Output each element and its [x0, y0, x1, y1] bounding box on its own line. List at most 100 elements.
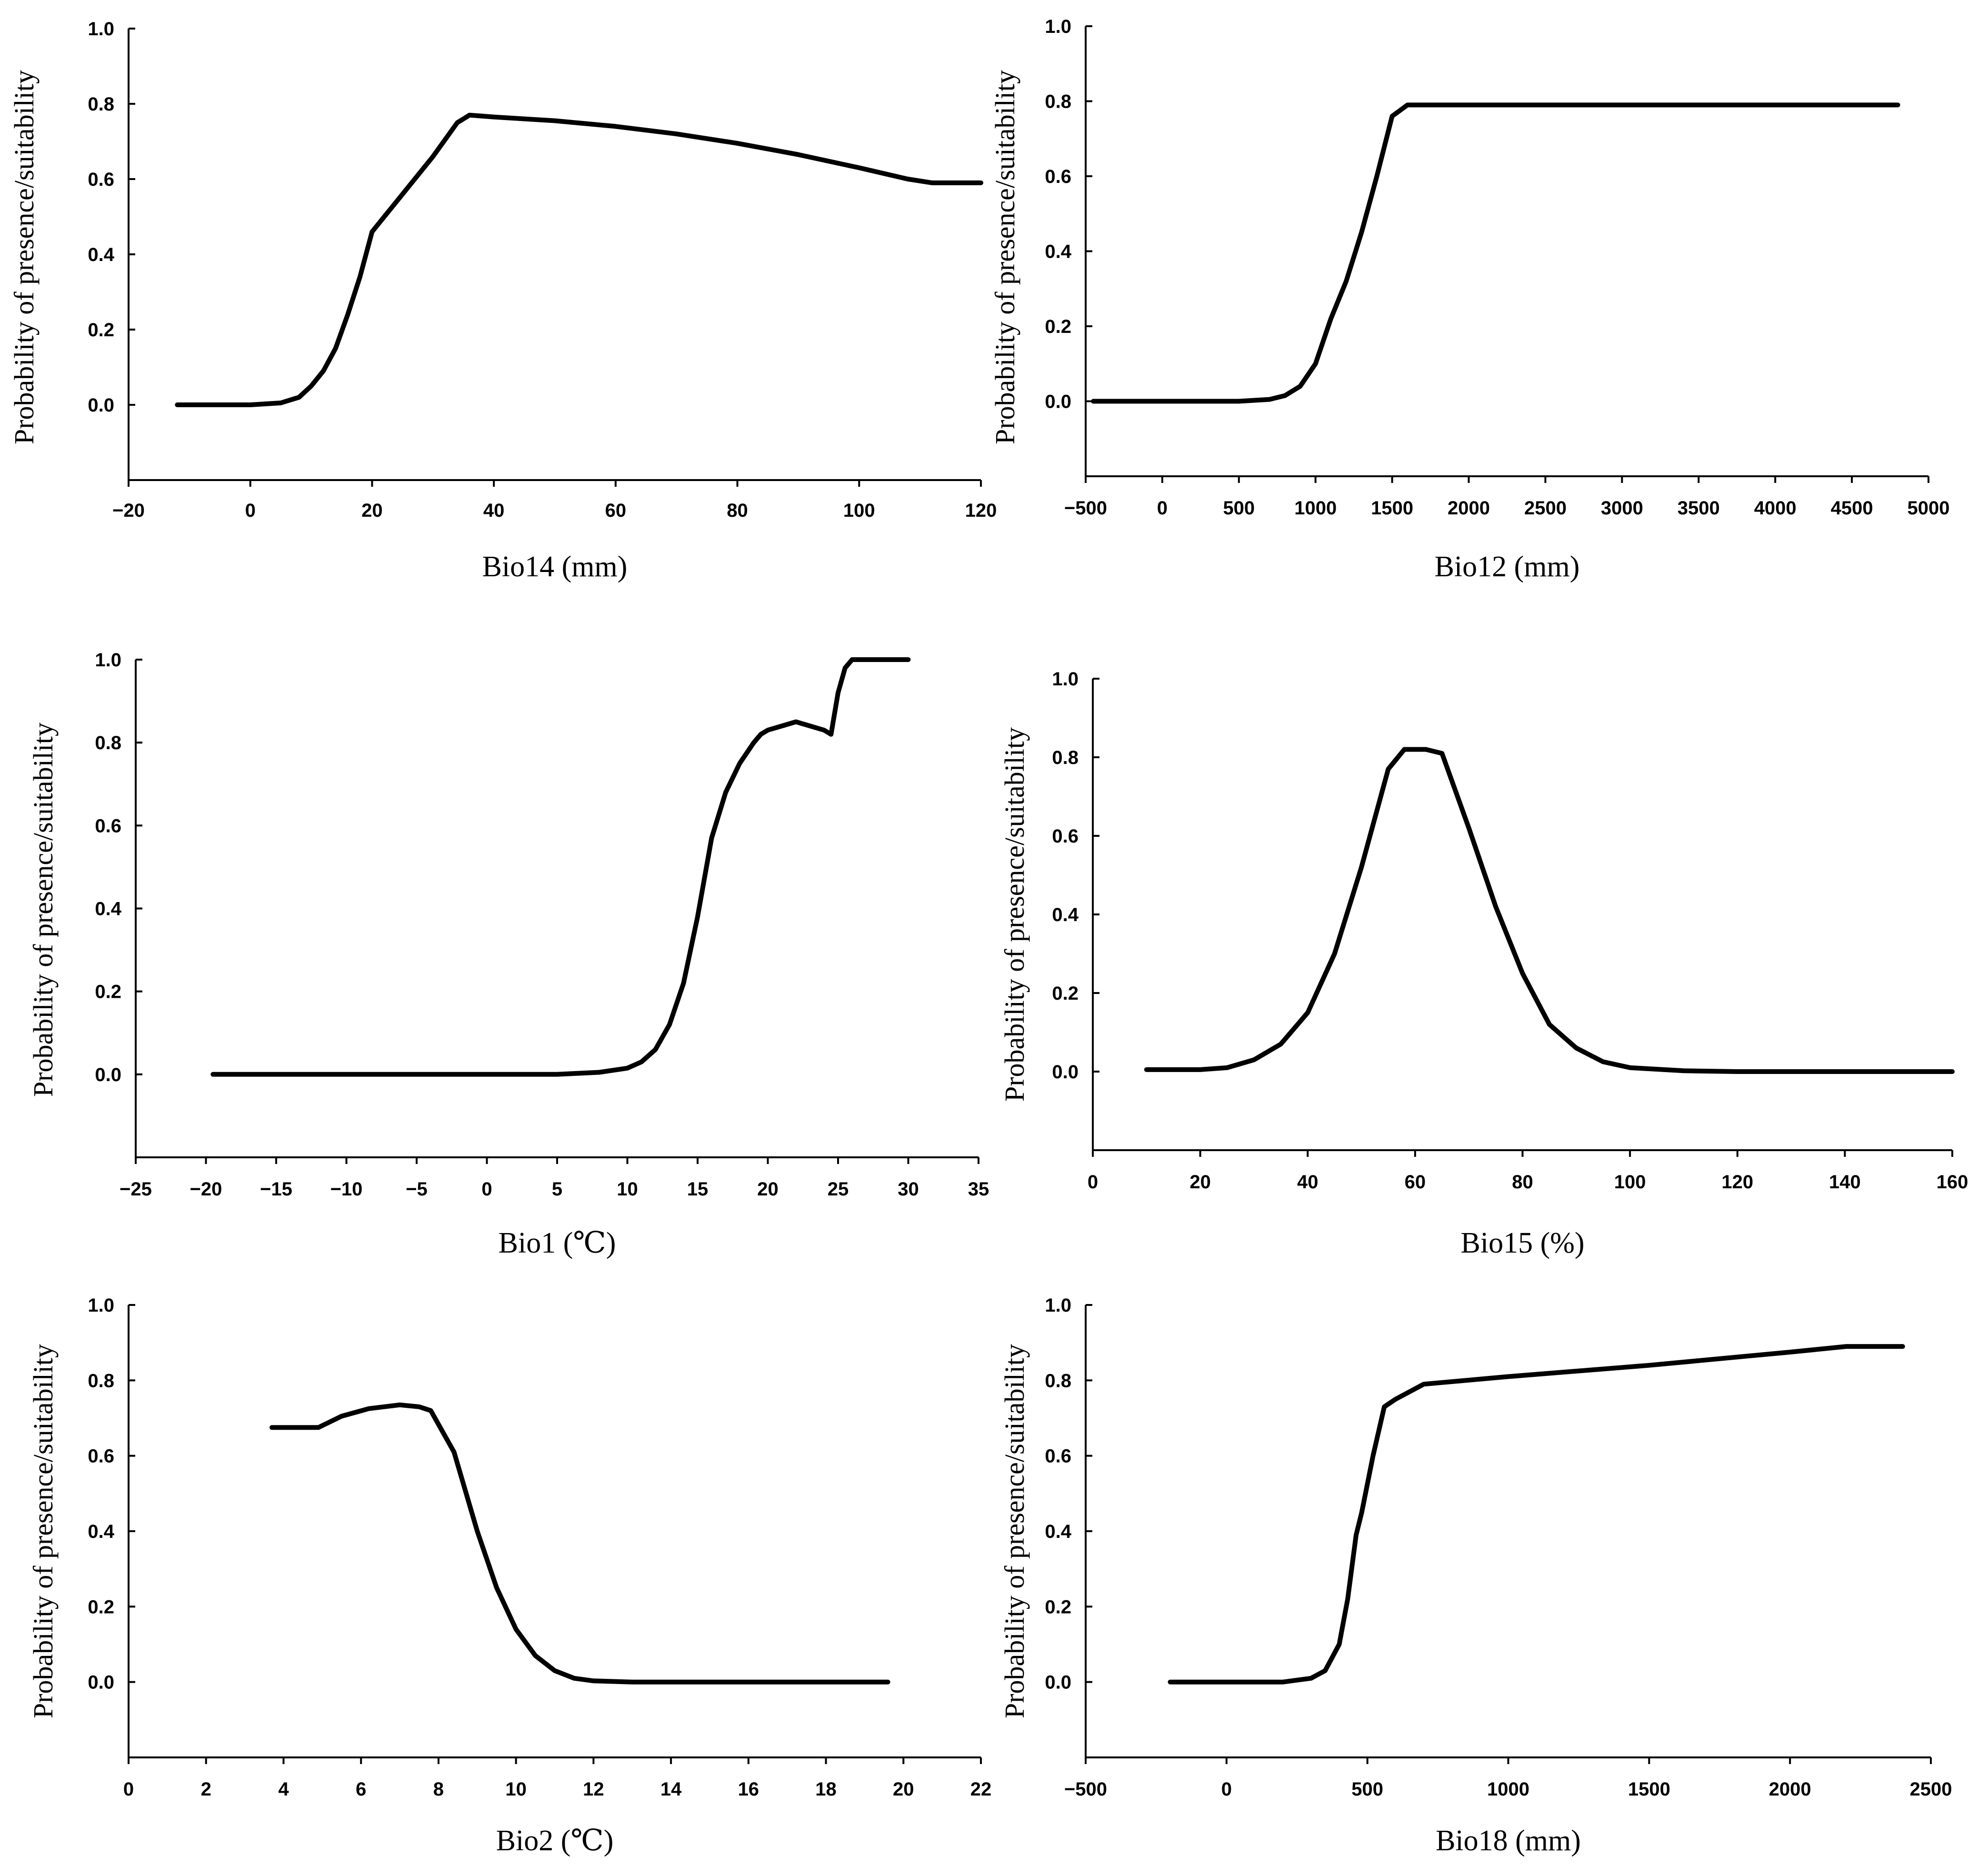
x-tick-label: 2000: [1448, 498, 1490, 519]
x-tick-label: 4500: [1831, 498, 1873, 519]
x-tick-label: 20: [757, 1179, 779, 1200]
y-tick-label: 0.4: [88, 244, 114, 265]
y-tick-label: 0.2: [1045, 1596, 1071, 1617]
x-axis-title: Bio14 (mm): [482, 551, 628, 583]
y-tick-label: 0.2: [95, 982, 121, 1003]
y-tick-label: 0.0: [1045, 391, 1071, 412]
x-tick-label: 3000: [1601, 498, 1643, 519]
x-tick-label: 100: [843, 500, 875, 521]
x-tick-label: −25: [120, 1179, 152, 1200]
x-tick-label: 40: [483, 500, 505, 521]
y-tick-label: 0.4: [1045, 1521, 1071, 1542]
x-tick-label: 6: [356, 1779, 366, 1800]
x-tick-label: −20: [112, 500, 145, 521]
y-tick-label: 1.0: [95, 650, 121, 671]
x-tick-label: −15: [260, 1179, 292, 1200]
x-tick-label: 1000: [1294, 498, 1337, 519]
x-tick-label: 1500: [1371, 498, 1413, 519]
series-line: [270, 1402, 890, 1685]
series-line: [1091, 102, 1900, 404]
x-tick-label: 0: [1157, 498, 1168, 519]
y-tick-label: 0.0: [1052, 1062, 1079, 1083]
x-tick-label: 0: [1221, 1779, 1232, 1800]
y-tick-label: 0.6: [95, 815, 121, 836]
y-tick-label: 0.6: [1052, 826, 1079, 847]
y-tick-label: 0.2: [1045, 316, 1071, 337]
y-tick-label: 1.0: [1045, 1295, 1071, 1316]
y-axis-title: Probability of presence/suitability: [28, 1344, 59, 1718]
y-tick-label: 0.2: [1052, 983, 1079, 1004]
x-axis-title: Bio18 (mm): [1436, 1825, 1581, 1857]
x-axis-title: Bio2 (℃): [496, 1825, 614, 1857]
y-tick-label: 1.0: [88, 1295, 114, 1316]
x-tick-label: 3500: [1678, 498, 1720, 519]
x-tick-label: 120: [1721, 1172, 1753, 1193]
x-tick-label: 10: [505, 1779, 527, 1800]
x-tick-label: 1500: [1628, 1779, 1670, 1800]
chart-panel-6: 0.0 0.2 0.4 0.6 0.8 1.0 −500 0 500 1000 1500 2000 25…: [999, 1295, 1952, 1857]
x-tick-label: 2000: [1769, 1779, 1811, 1800]
chart-panel-4: 0.0 0.2 0.4 0.6 0.8 1.0 0 20 40 60 80 100 120 140 160 B…: [999, 669, 1968, 1259]
x-tick-label: 22: [970, 1779, 992, 1800]
y-tick-label: 0.8: [1045, 91, 1071, 112]
x-tick-label: 0: [1088, 1172, 1098, 1193]
y-tick-label: 0.6: [1045, 166, 1071, 187]
x-tick-label: 20: [361, 500, 383, 521]
y-axis-title: Probability of presence/suitability: [9, 70, 40, 444]
x-tick-label: 0: [481, 1179, 492, 1200]
x-tick-label: −500: [1064, 498, 1107, 519]
x-tick-label: 25: [828, 1179, 849, 1200]
series-line: [210, 657, 911, 1077]
x-tick-label: −500: [1064, 1779, 1107, 1800]
x-tick-label: 12: [583, 1779, 604, 1800]
y-axis-title: Probability of presence/suitability: [999, 1344, 1030, 1718]
x-tick-label: 18: [815, 1779, 837, 1800]
x-tick-label: 14: [660, 1779, 682, 1800]
y-tick-label: 0.6: [88, 169, 114, 190]
x-tick-label: −10: [330, 1179, 363, 1200]
x-tick-label: 120: [965, 500, 997, 521]
y-tick-label: 0.0: [88, 1672, 114, 1693]
y-tick-label: 1.0: [1052, 669, 1079, 690]
y-tick-label: 0.6: [88, 1446, 114, 1467]
x-tick-label: 16: [738, 1779, 759, 1800]
x-tick-label: 160: [1937, 1172, 1968, 1193]
y-tick-label: 1.0: [1045, 16, 1071, 37]
y-axis-title: Probability of presence/suitability: [28, 722, 59, 1097]
x-tick-label: 0: [245, 500, 256, 521]
y-tick-label: 0.0: [88, 395, 114, 416]
x-tick-label: 140: [1829, 1172, 1861, 1193]
y-tick-label: 0.8: [95, 732, 121, 753]
y-tick-label: 0.4: [1052, 904, 1079, 925]
y-tick-label: 0.4: [95, 899, 121, 920]
x-tick-label: 500: [1351, 1779, 1383, 1800]
x-tick-label: 0: [123, 1779, 134, 1800]
y-tick-label: 0.8: [1045, 1370, 1071, 1391]
y-tick-label: 0.8: [88, 94, 114, 115]
x-tick-label: 80: [727, 500, 748, 521]
series-line: [1168, 1344, 1905, 1685]
x-tick-label: 35: [968, 1179, 989, 1200]
y-tick-label: 0.2: [88, 1596, 114, 1617]
x-tick-label: 2500: [1910, 1779, 1952, 1800]
y-axis-title: Probability of presence/suitability: [989, 70, 1020, 444]
x-tick-label: 80: [1512, 1172, 1533, 1193]
chart-panel-1: 0.0 0.2 0.4 0.6 0.8 1.0 −20 0 20 40 60 80 100 120 Bio1…: [9, 19, 997, 583]
x-tick-label: −5: [406, 1179, 428, 1200]
y-tick-label: 1.0: [88, 19, 114, 40]
x-tick-label: 8: [433, 1779, 444, 1800]
x-tick-label: 2: [201, 1779, 211, 1800]
chart-panel-2: 0.0 0.2 0.4 0.6 0.8 1.0 −500 0 500 1000 1500 2000 25…: [989, 16, 1949, 583]
y-axis-title: Probability of presence/suitability: [999, 727, 1030, 1102]
y-tick-label: 0.6: [1045, 1446, 1071, 1467]
x-tick-label: 100: [1614, 1172, 1646, 1193]
y-tick-label: 0.8: [1052, 747, 1079, 768]
x-tick-label: 5: [552, 1179, 562, 1200]
x-tick-label: 1000: [1487, 1779, 1529, 1800]
chart-panel-5: 0.0 0.2 0.4 0.6 0.8 1.0 0 2 4 6 8 10 12 14 16 18 20 22 Bio…: [28, 1295, 991, 1857]
y-tick-label: 0.0: [1045, 1672, 1071, 1693]
x-tick-label: 20: [893, 1779, 914, 1800]
x-tick-label: 4: [278, 1779, 289, 1800]
y-tick-label: 0.2: [88, 320, 114, 341]
